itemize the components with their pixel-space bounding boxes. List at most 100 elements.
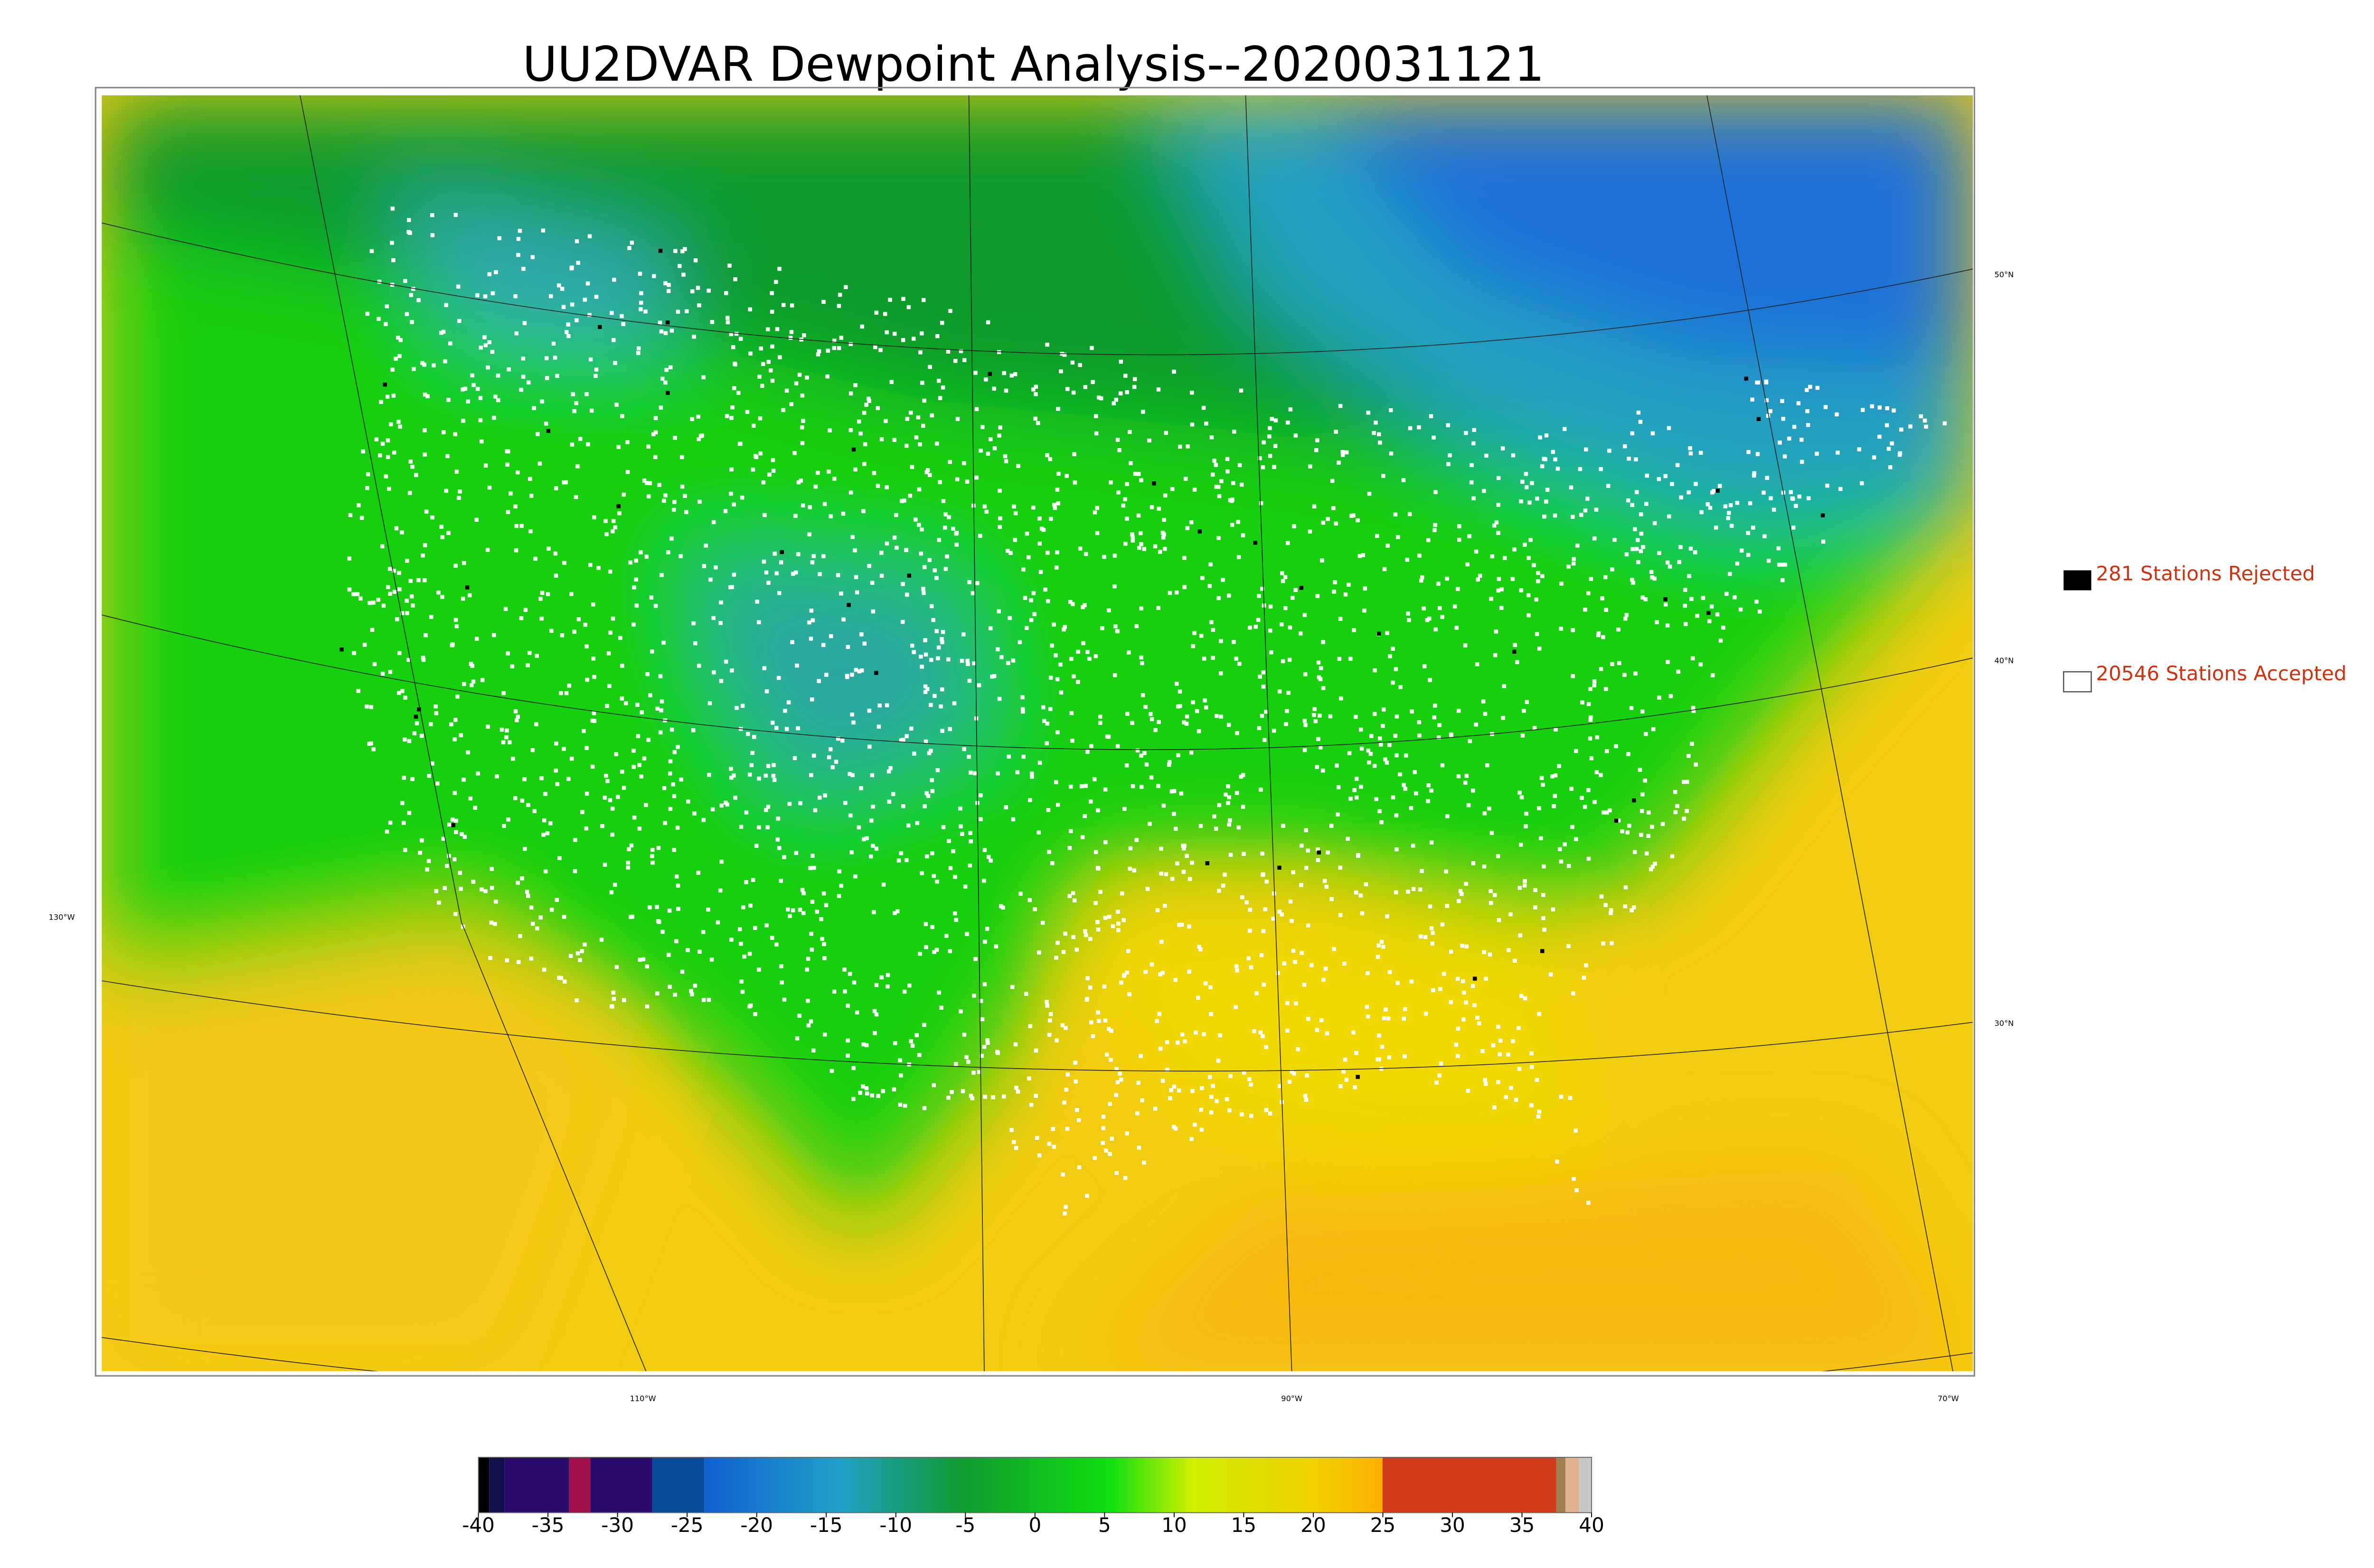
station-marker — [1192, 631, 1196, 635]
station-marker — [1288, 899, 1293, 904]
station-marker — [427, 774, 432, 778]
station-marker — [1205, 861, 1209, 865]
station-marker — [690, 992, 694, 996]
station-marker — [1694, 482, 1698, 486]
station-marker — [1449, 733, 1453, 737]
station-marker — [1440, 615, 1444, 619]
station-marker — [1262, 440, 1266, 445]
station-marker — [862, 462, 867, 466]
station-marker — [1877, 405, 1882, 410]
station-marker — [1650, 431, 1655, 436]
station-marker — [1483, 1078, 1488, 1082]
station-marker — [506, 817, 510, 822]
station-marker — [1037, 761, 1042, 765]
station-marker — [400, 611, 405, 615]
station-marker — [1159, 846, 1163, 851]
station-marker — [1497, 918, 1501, 922]
station-marker — [872, 1009, 877, 1014]
station-marker — [1156, 387, 1161, 392]
station-marker — [1130, 532, 1134, 536]
station-marker — [774, 942, 779, 947]
station-marker — [746, 732, 750, 736]
station-marker — [1726, 516, 1731, 520]
station-marker — [1123, 497, 1127, 502]
station-marker — [1083, 814, 1087, 818]
station-marker — [1228, 1074, 1233, 1078]
station-marker — [1452, 604, 1457, 609]
station-marker — [638, 958, 642, 962]
station-marker — [730, 405, 735, 410]
station-marker — [570, 302, 575, 307]
station-marker — [1473, 976, 1477, 981]
station-marker — [1426, 538, 1431, 543]
station-marker — [1197, 529, 1202, 534]
station-marker — [1334, 430, 1338, 434]
station-marker — [1315, 1028, 1319, 1032]
station-marker — [1391, 795, 1395, 800]
station-marker — [900, 620, 905, 624]
station-marker — [1403, 1054, 1407, 1059]
station-marker — [1273, 418, 1278, 423]
station-marker — [1096, 927, 1101, 932]
station-marker — [925, 468, 930, 472]
station-marker — [784, 388, 789, 393]
station-marker — [616, 445, 621, 449]
station-marker — [1592, 536, 1597, 541]
station-marker — [1499, 587, 1504, 592]
station-marker — [940, 320, 944, 325]
station-marker — [410, 320, 414, 324]
station-marker — [1260, 587, 1264, 591]
station-marker — [727, 263, 732, 268]
station-marker — [1559, 627, 1564, 631]
station-marker — [569, 756, 574, 761]
station-marker — [554, 486, 558, 490]
station-marker — [390, 367, 395, 372]
station-marker — [620, 696, 624, 701]
station-marker — [1041, 705, 1046, 710]
station-marker — [1777, 563, 1781, 567]
station-marker — [1149, 505, 1154, 509]
station-marker — [1509, 1086, 1513, 1090]
station-marker — [924, 791, 929, 796]
station-marker — [710, 320, 715, 324]
station-marker — [403, 737, 407, 742]
station-marker — [1083, 552, 1088, 556]
station-marker — [1093, 654, 1098, 658]
station-marker — [988, 372, 992, 376]
station-marker — [454, 818, 458, 823]
station-marker — [1182, 846, 1186, 851]
station-marker — [528, 529, 533, 534]
station-marker — [667, 283, 671, 287]
station-marker — [1622, 444, 1627, 449]
station-marker — [1599, 467, 1603, 471]
station-marker — [1108, 1152, 1112, 1156]
lon-label: 130°W — [49, 913, 75, 922]
station-marker — [535, 654, 539, 658]
station-marker — [1052, 1145, 1056, 1149]
station-marker — [462, 682, 466, 686]
station-marker — [782, 855, 786, 859]
station-marker — [1248, 908, 1252, 912]
station-marker — [1752, 473, 1756, 478]
station-marker — [1539, 836, 1543, 841]
station-marker — [1031, 591, 1036, 595]
station-marker — [820, 937, 824, 941]
station-marker — [719, 600, 723, 605]
station-marker — [423, 543, 427, 547]
station-marker — [734, 331, 739, 336]
station-marker — [811, 1048, 816, 1053]
station-marker — [1563, 842, 1567, 846]
station-marker — [1762, 534, 1767, 538]
station-marker — [1140, 785, 1144, 789]
station-marker — [738, 441, 743, 446]
station-marker — [1456, 1026, 1460, 1031]
station-marker — [1095, 866, 1100, 870]
station-marker — [792, 451, 797, 455]
station-marker — [549, 908, 554, 912]
station-marker — [955, 417, 960, 421]
station-marker — [641, 957, 646, 961]
station-marker — [637, 763, 641, 767]
station-marker — [1173, 826, 1178, 831]
station-marker — [1189, 1137, 1194, 1141]
station-marker — [639, 774, 643, 779]
